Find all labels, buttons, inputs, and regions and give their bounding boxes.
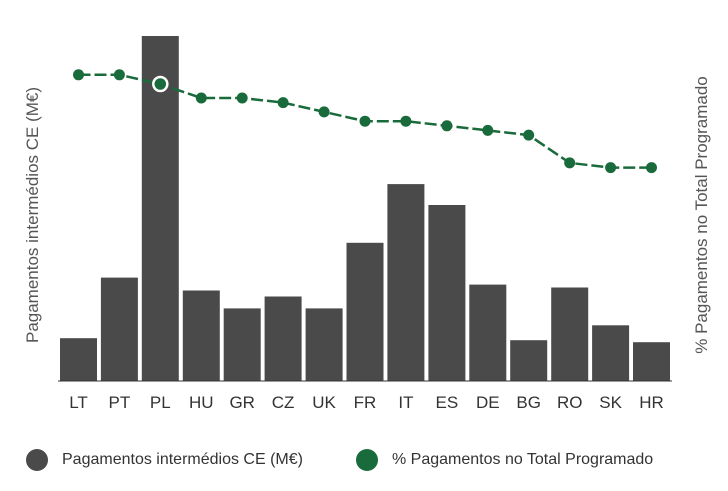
line-point-sk [605,162,617,174]
y-axis-right-label: % Pagamentos no Total Programado [692,76,711,354]
line-point-uk [318,106,330,118]
bar-lt [60,338,97,381]
legend-line-swatch [356,449,378,471]
x-tick-uk: UK [312,393,336,412]
line-point-hu [195,92,207,104]
bar-de [469,284,507,381]
bar-fr [346,242,384,381]
bar-hu [182,290,220,381]
x-tick-ro: RO [557,393,583,412]
line-point-pt [113,69,125,81]
x-tick-de: DE [476,393,500,412]
x-tick-fr: FR [354,393,377,412]
bar-series [60,36,670,381]
line-point-es [441,120,453,132]
x-tick-it: IT [398,393,413,412]
line-point-gr [236,92,248,104]
legend-bar-label: Pagamentos intermédios CE (M€) [62,451,303,468]
bar-es [428,205,466,381]
line-point-hr [646,162,657,174]
x-tick-lt: LT [69,393,88,412]
x-tick-hr: HR [639,393,664,412]
bar-it [387,184,425,381]
x-tick-labels: LT PT PL HU GR CZ UK FR IT ES DE BG RO SK HR [69,393,664,412]
legend-item-bars: Pagamentos intermédios CE (M€) [26,448,303,472]
line-point-lt [73,69,84,81]
bar-ro [551,287,589,381]
bar-uk [305,308,343,381]
legend: Pagamentos intermédios CE (M€) % Pagamen… [0,440,728,480]
bar-pt [100,277,138,381]
line-point-ro [564,157,576,169]
legend-item-line: % Pagamentos no Total Programado [356,448,653,472]
bar-gr [223,308,261,381]
x-tick-cz: CZ [272,393,295,412]
legend-bar-swatch [26,449,48,471]
line-point-it [400,115,412,127]
x-tick-pl: PL [150,393,171,412]
line-point-fr [359,115,371,127]
bar-hr [633,342,670,381]
y-axis-left-label: Pagamentos intermédios CE (M€) [23,87,42,343]
bar-sk [592,325,630,381]
line-point-bg [523,129,535,141]
x-tick-hu: HU [189,393,214,412]
line-point-de [482,124,494,136]
x-tick-gr: GR [229,393,255,412]
legend-line-label: % Pagamentos no Total Programado [392,451,654,468]
x-tick-pt: PT [109,393,131,412]
line-point-pl [152,75,169,93]
line-point-cz [277,97,289,109]
x-tick-es: ES [436,393,459,412]
bar-pl [141,36,179,381]
bar-bg [510,340,548,381]
x-tick-sk: SK [599,393,622,412]
line-series [73,69,657,174]
bar-cz [264,296,302,381]
x-tick-bg: BG [516,393,541,412]
